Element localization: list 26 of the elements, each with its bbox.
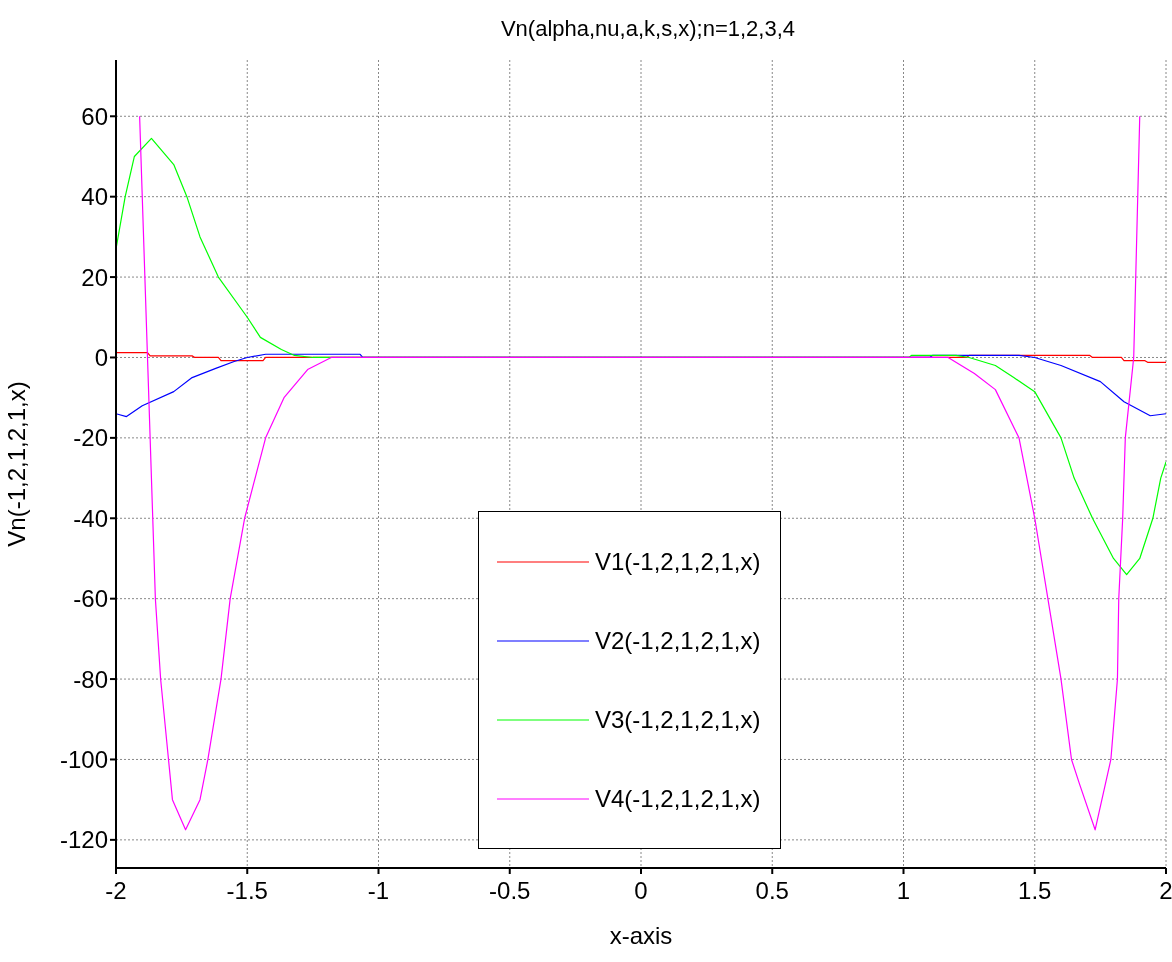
x-tick-label: 0.5 xyxy=(755,877,789,905)
x-tick-label: -2 xyxy=(105,877,127,905)
y-tick-label: -40 xyxy=(73,504,108,532)
x-tick-label: 0 xyxy=(634,877,648,905)
x-axis-title: x-axis xyxy=(609,922,673,949)
y-tick-label: -80 xyxy=(73,665,108,693)
chart-title: Vn(alpha,nu,a,k,s,x);n=1,2,3,4 xyxy=(499,16,797,42)
y-tick-label: 60 xyxy=(81,102,108,130)
x-tick-label: -0.5 xyxy=(489,877,531,905)
legend-label: V3(-1,2,1,2,1,x) xyxy=(595,705,761,734)
legend-label: V4(-1,2,1,2,1,x) xyxy=(595,784,761,813)
y-tick-label: 40 xyxy=(81,183,108,211)
y-tick-label: -20 xyxy=(73,424,108,452)
y-tick-label: -100 xyxy=(59,745,108,773)
x-tick-label: -1.5 xyxy=(226,877,268,905)
x-tick-label: 1.5 xyxy=(1018,877,1052,905)
y-tick-label: 0 xyxy=(94,343,108,371)
x-tick-label: 2 xyxy=(1159,877,1172,905)
legend-label: V1(-1,2,1,2,1,x) xyxy=(595,547,761,576)
y-tick-label: 20 xyxy=(81,263,108,291)
x-tick-label: -1 xyxy=(367,877,390,905)
x-tick-label: 1 xyxy=(896,877,911,905)
legend-label: V2(-1,2,1,2,1,x) xyxy=(595,626,761,655)
y-tick-label: -60 xyxy=(73,585,108,613)
y-axis-title: Vn(-1,2,1,2,1,x) xyxy=(2,381,30,547)
y-tick-label: -120 xyxy=(59,826,108,854)
